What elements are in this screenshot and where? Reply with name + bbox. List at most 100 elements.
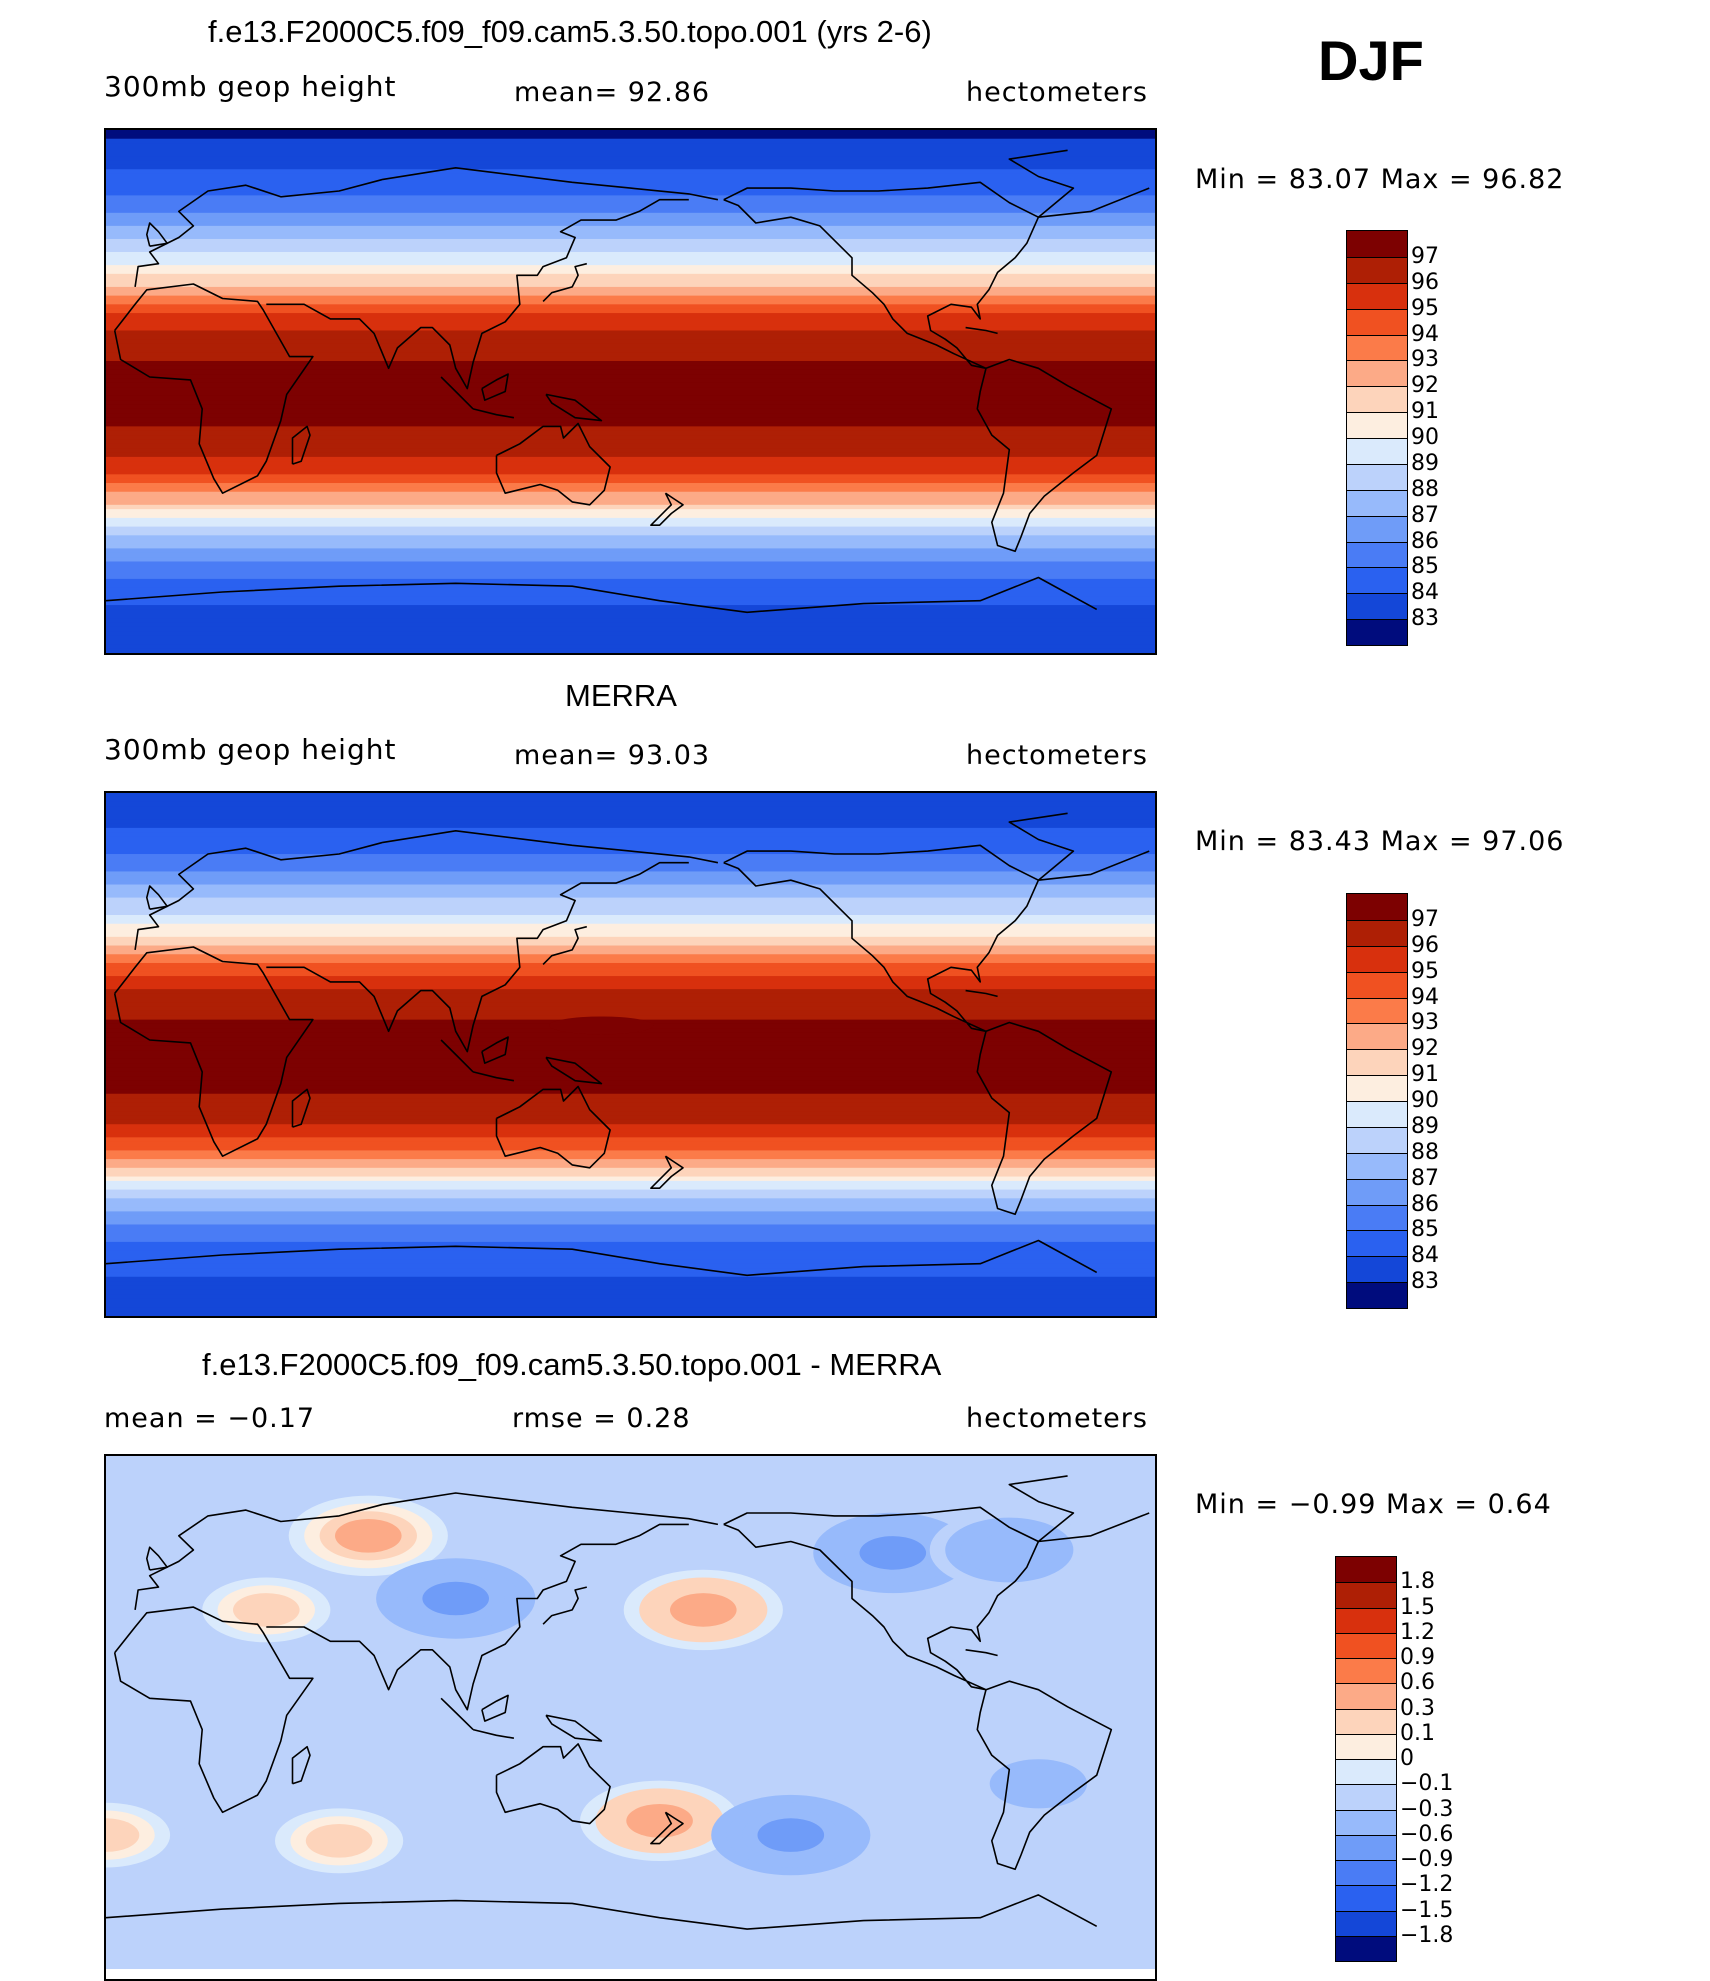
field-band [106, 352, 1155, 358]
field-band [106, 897, 1155, 903]
field-band [106, 1276, 1155, 1282]
field-band [106, 552, 1155, 558]
field-band [106, 308, 1155, 314]
field-band [106, 561, 1155, 567]
field-band [106, 417, 1155, 423]
panel-3-mean: mean = −0.17 [104, 1403, 316, 1434]
field-band [106, 347, 1155, 353]
panel-3-colorbar: 1.8 1.5 1.2 0.9 0.6 0.3 0.1 0 −0.1 −0.3 −0.6 −0.9 −1… [1335, 1556, 1453, 1962]
field-band [106, 474, 1155, 480]
colorbar-swatch [1336, 1834, 1396, 1860]
coastline [266, 198, 689, 390]
field-band [106, 544, 1155, 549]
colorbar-label: 93 [1411, 1010, 1439, 1036]
field-band [106, 1132, 1155, 1138]
colorbar-label: 92 [1411, 1036, 1439, 1062]
field-band [106, 182, 1155, 188]
field-band [106, 539, 1155, 545]
field-band [106, 600, 1155, 606]
field-band [106, 901, 1155, 907]
field-band [106, 1180, 1155, 1186]
field-band [106, 535, 1155, 541]
field-band [106, 1207, 1155, 1212]
field-band [106, 260, 1155, 266]
field-band [106, 496, 1155, 502]
colorbar-swatch [1336, 1860, 1396, 1886]
colorbar-label: 87 [1411, 502, 1439, 528]
field-band [106, 639, 1155, 645]
coastline [113, 946, 314, 1158]
field-band [106, 478, 1155, 484]
field-band [106, 387, 1155, 393]
field-band [106, 605, 1155, 611]
colorbar-label: 93 [1411, 347, 1439, 373]
colorbar-label: 87 [1411, 1165, 1439, 1191]
colorbar-swatch [1347, 438, 1407, 464]
colorbar-label: 92 [1411, 373, 1439, 399]
coastline [650, 1155, 684, 1190]
colorbar-swatch [1347, 463, 1407, 490]
panel-3-map [104, 1454, 1157, 1981]
coastline [965, 1649, 998, 1657]
field-band [106, 408, 1155, 414]
field-band [106, 827, 1155, 833]
field-band [106, 330, 1155, 336]
field-band [106, 949, 1155, 955]
coastline [965, 989, 998, 998]
coastline [113, 283, 314, 495]
field-band [106, 1302, 1155, 1308]
field-band [106, 256, 1155, 262]
coastline [1038, 1512, 1150, 1543]
colorbar-swatch [1336, 1683, 1396, 1709]
panel-3-title: f.e13.F2000C5.f09_f09.cam5.3.50.topo.001… [202, 1347, 942, 1382]
coastline [545, 1056, 603, 1085]
colorbar-swatch [1336, 1708, 1396, 1734]
field-band [106, 1093, 1155, 1099]
anomaly-contour [626, 1804, 693, 1838]
colorbar-swatch [1336, 1910, 1396, 1936]
panel-1-colorbar: 97 96 95 94 93 92 91 90 89 88 87 86 85 84 83 [1346, 230, 1439, 646]
field-band [106, 989, 1155, 995]
colorbar-swatch [1347, 308, 1407, 335]
field-band [106, 221, 1155, 227]
field-band [106, 1002, 1155, 1008]
field-band [106, 1220, 1155, 1226]
coastline [723, 844, 1040, 1033]
field-band [106, 382, 1155, 388]
anomaly-contour [670, 1593, 737, 1627]
field-band [106, 1241, 1155, 1247]
colorbar-swatch [1347, 945, 1407, 972]
colorbar-swatch [1336, 1935, 1396, 1961]
panel-3-rmse: rmse = 0.28 [512, 1403, 691, 1434]
colorbar-swatch [1336, 1607, 1396, 1633]
field-band [106, 513, 1155, 519]
colorbar-swatch [1336, 1885, 1396, 1911]
field-band [106, 173, 1155, 179]
colorbar-swatch [1347, 1204, 1407, 1231]
anomaly-contour [233, 1593, 300, 1627]
anomaly-contour [1005, 1767, 1072, 1801]
field-band [106, 1237, 1155, 1243]
field-band [106, 884, 1155, 890]
field-band [106, 1263, 1155, 1269]
colorbar-label: 90 [1411, 425, 1439, 450]
anomaly-contour [859, 1536, 927, 1570]
field-band [106, 574, 1155, 580]
field-band [106, 1071, 1155, 1077]
coastline [134, 1492, 719, 1611]
colorbar-label: 89 [1411, 450, 1439, 476]
colorbar-swatch [1347, 567, 1407, 594]
field-band [106, 243, 1155, 249]
colorbar-swatch [1336, 1809, 1396, 1835]
colorbar-swatch [1347, 231, 1407, 257]
colorbar-swatch [1336, 1784, 1396, 1810]
field-band [106, 365, 1155, 371]
colorbar-label: 0.6 [1400, 1670, 1435, 1696]
coastline [495, 1085, 611, 1169]
colorbar-label: 0 [1400, 1746, 1414, 1771]
field-band [106, 1054, 1155, 1060]
field-band [106, 609, 1155, 615]
colorbar-swatch [1347, 1256, 1407, 1283]
field-band [106, 234, 1155, 240]
field-band [106, 1150, 1155, 1156]
